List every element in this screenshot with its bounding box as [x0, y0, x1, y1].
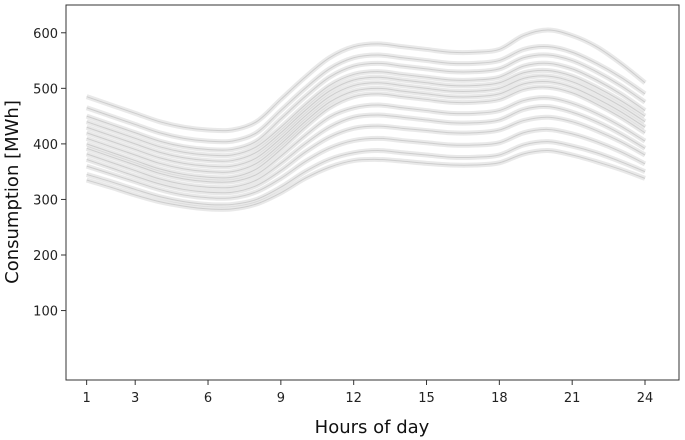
series-line-core-4 — [86, 62, 646, 157]
y-tick-label: 200 — [33, 249, 58, 264]
x-tick-label: 15 — [418, 391, 435, 406]
x-tick-label: 3 — [131, 391, 139, 406]
series-line-7 — [85, 78, 647, 175]
series-lines — [85, 27, 647, 212]
y-tick-label: 500 — [33, 82, 58, 97]
series-line-14 — [85, 148, 646, 212]
y-tick-label: 300 — [33, 193, 58, 208]
y-tick-label: 600 — [33, 27, 58, 42]
series-line-core-3 — [86, 54, 646, 151]
series-line-2 — [85, 44, 647, 145]
series-line-3 — [85, 52, 647, 153]
axis-ticks: 1 3 6 9 12 15 18 21 24 100 200 300 400 500 600 — [33, 27, 653, 406]
x-tick-label: 21 — [564, 391, 581, 406]
y-tick-label: 400 — [33, 138, 58, 153]
x-tick-label: 9 — [277, 391, 285, 406]
x-tick-label: 24 — [637, 391, 654, 406]
series-line-1 — [85, 27, 647, 134]
series-line-core-8 — [86, 86, 646, 179]
series-line-9 — [85, 95, 647, 185]
series-line-core-12 — [86, 128, 646, 199]
series-line-10 — [85, 104, 647, 191]
series-line-core-11 — [86, 116, 646, 194]
series-line-11 — [85, 114, 647, 196]
plot-frame — [65, 4, 680, 381]
series-line-core-1 — [86, 29, 646, 132]
series-line-12 — [85, 126, 647, 201]
x-tick-label: 1 — [82, 391, 90, 406]
x-tick-label: 6 — [204, 391, 212, 406]
series-line-core-7 — [86, 80, 646, 173]
x-tick-label: 12 — [345, 391, 362, 406]
series-line-6 — [85, 73, 647, 170]
y-tick-label: 100 — [33, 305, 58, 320]
series-line-13 — [85, 139, 646, 208]
series-line-4 — [85, 60, 647, 159]
y-axis-title: Consumption [MWh] — [2, 100, 23, 284]
series-line-core-6 — [86, 75, 646, 168]
series-line-core-9 — [86, 97, 646, 183]
series-line-5 — [85, 67, 647, 164]
x-tick-label: 18 — [491, 391, 508, 406]
series-line-core-5 — [86, 69, 646, 162]
series-line-core-13 — [86, 141, 646, 206]
series-line-8 — [85, 84, 647, 181]
series-line-core-10 — [86, 106, 646, 189]
series-line-core-14 — [86, 150, 646, 210]
series-line-core-2 — [86, 46, 646, 143]
x-axis-title: Hours of day — [315, 417, 430, 438]
